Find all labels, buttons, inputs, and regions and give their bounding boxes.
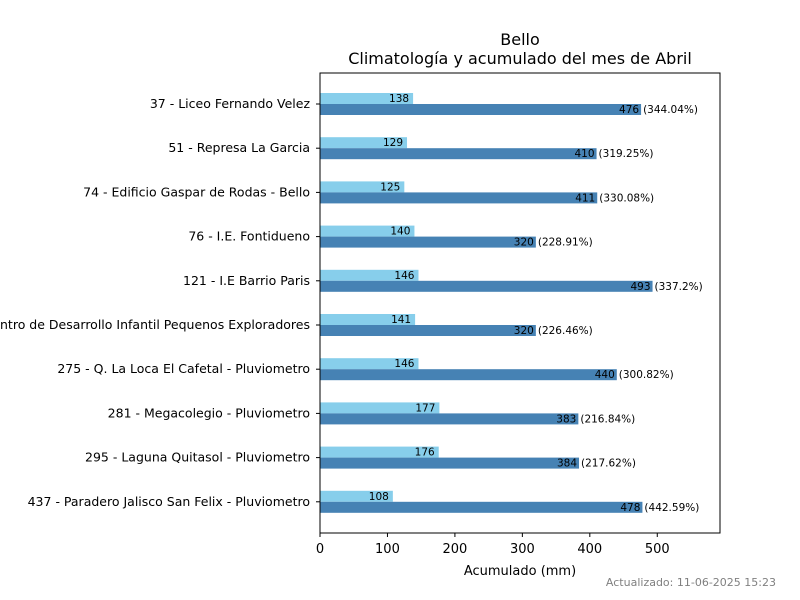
climatologia-bar	[320, 181, 405, 193]
x-tick-label: 100	[375, 542, 400, 557]
climatologia-bar	[320, 93, 414, 104]
chart-title: Bello	[500, 30, 540, 49]
category-label: 76 - I.E. Fontidueno	[188, 229, 310, 244]
climatologia-value-label: 176	[415, 447, 435, 459]
category-label: 37 - Liceo Fernando Velez	[150, 96, 311, 111]
acumulado-value-label: 383	[556, 413, 576, 425]
climatologia-bar	[320, 225, 415, 237]
climatologia-bar	[320, 137, 408, 149]
acumulado-value-label: 320	[514, 237, 534, 249]
category-label: 295 - Laguna Quitasol - Pluviometro	[85, 450, 310, 465]
acumulado-value-label: 411	[575, 192, 595, 204]
acumulado-bar	[320, 236, 536, 248]
acumulado-bar	[320, 280, 653, 292]
x-tick-label: 0	[316, 542, 324, 557]
climatologia-bar	[320, 358, 419, 370]
climatologia-bar	[320, 269, 419, 281]
acumulado-value-label: 493	[630, 281, 650, 293]
category-label: 51 - Represa La Garcia	[168, 140, 310, 155]
x-axis-label: Acumulado (mm)	[464, 564, 576, 579]
climatologia-value-label: 138	[389, 93, 409, 105]
acumulado-percent-label: (319.25%)	[599, 148, 654, 160]
climatologia-value-label: 146	[394, 270, 414, 282]
acumulado-percent-label: (300.82%)	[619, 369, 674, 381]
acumulado-percent-label: (228.91%)	[538, 237, 593, 249]
acumulado-bar	[320, 148, 597, 160]
acumulado-percent-label: (442.59%)	[644, 502, 699, 514]
chart-subtitle: Climatología y acumulado del mes de Abri…	[348, 49, 692, 68]
category-label: 437 - Paradero Jalisco San Felix - Pluvi…	[28, 494, 310, 509]
climatologia-value-label: 141	[391, 314, 411, 326]
climatologia-value-label: 177	[415, 402, 435, 414]
acumulado-value-label: 410	[575, 148, 595, 160]
acumulado-value-label: 384	[557, 458, 577, 470]
acumulado-percent-label: (226.46%)	[538, 325, 593, 337]
acumulado-bar	[320, 325, 536, 336]
category-label: 281 - Megacolegio - Pluviometro	[108, 405, 310, 420]
climatologia-value-label: 125	[380, 181, 400, 193]
climatologia-value-label: 108	[369, 491, 389, 503]
category-label: 275 - Q. La Loca El Cafetal - Pluviometr…	[57, 361, 310, 376]
climatologia-value-label: 140	[390, 226, 410, 238]
climatologia-value-label: 146	[394, 358, 414, 370]
climatologia-bar	[320, 314, 416, 325]
acumulado-percent-label: (344.04%)	[643, 104, 698, 116]
acumulado-percent-label: (217.62%)	[581, 458, 636, 470]
climatologia-value-label: 129	[383, 137, 403, 149]
acumulado-bar	[320, 104, 642, 115]
acumulado-percent-label: (216.84%)	[580, 413, 635, 425]
acumulado-bar	[320, 413, 579, 425]
bars-group: 138 476 (344.04%) 129 410 (319.25%) 125 411 (330…	[320, 93, 703, 514]
x-tick-label: 400	[577, 542, 602, 557]
acumulado-percent-label: (337.2%)	[655, 281, 703, 293]
acumulado-bar	[320, 501, 643, 513]
acumulado-value-label: 478	[620, 502, 640, 514]
climatologia-bar	[320, 402, 440, 414]
x-tick-label: 300	[510, 542, 535, 557]
acumulado-percent-label: (330.08%)	[599, 192, 654, 204]
plot-frame	[319, 72, 721, 534]
updated-timestamp: Actualizado: 11-06-2025 15:23	[606, 576, 776, 589]
acumulado-bar	[320, 192, 598, 204]
category-labels: 37 - Liceo Fernando Velez 51 - Represa La…	[0, 96, 320, 509]
acumulado-bar	[320, 369, 617, 381]
category-label: 74 - Edificio Gaspar de Rodas - Bello	[83, 184, 310, 199]
climatologia-bar	[320, 490, 393, 502]
category-label: 124 - Centro de Desarrollo Infantil Pequ…	[0, 317, 310, 332]
x-tick-label: 500	[645, 542, 670, 557]
acumulado-value-label: 320	[514, 325, 534, 337]
acumulado-bar	[320, 457, 580, 469]
acumulado-value-label: 440	[595, 369, 615, 381]
x-axis-ticks: 0 100 200 300 400 500	[316, 533, 670, 557]
x-tick-label: 200	[442, 542, 467, 557]
acumulado-value-label: 476	[619, 104, 639, 116]
category-label: 121 - I.E Barrio Paris	[183, 273, 310, 288]
climatologia-bar	[320, 446, 439, 458]
